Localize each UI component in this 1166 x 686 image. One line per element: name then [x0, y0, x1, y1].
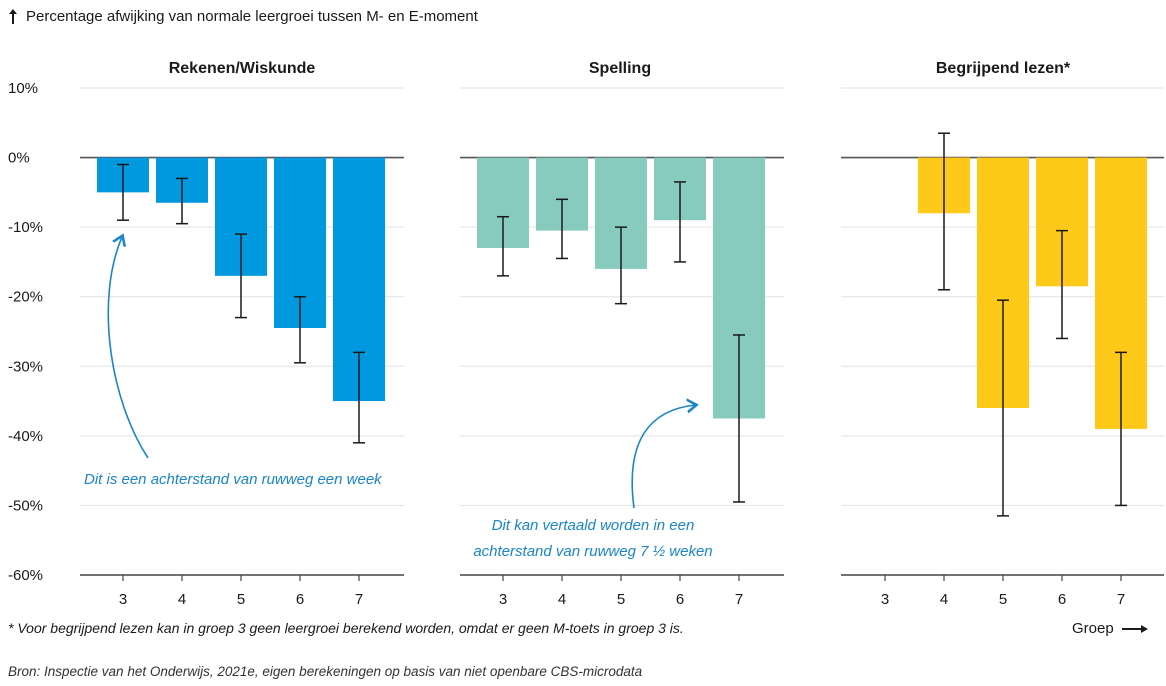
panel-title: Rekenen/Wiskunde — [169, 60, 316, 77]
y-tick-label: -60% — [8, 567, 43, 584]
x-tick-label: 6 — [676, 591, 684, 608]
x-tick-label: 7 — [735, 591, 743, 608]
arrow-right-icon — [1121, 624, 1148, 633]
y-tick-label: -50% — [8, 497, 43, 514]
y-axis-label-row: Percentage afwijking van normale leergro… — [8, 8, 478, 25]
y-axis-label: Percentage afwijking van normale leergro… — [26, 8, 478, 25]
x-tick-label: 5 — [237, 591, 245, 608]
x-tick-label: 3 — [119, 591, 127, 608]
x-tick-label: 4 — [940, 591, 948, 608]
annotation-rekenen: Dit is een achterstand van ruwweg een we… — [84, 471, 383, 488]
annotation-spelling-line1: Dit kan vertaald worden in een — [492, 517, 695, 534]
x-tick-label: 3 — [499, 591, 507, 608]
arrow-up-icon — [9, 8, 17, 24]
x-tick-label: 4 — [558, 591, 566, 608]
x-axis-title: Groep — [1072, 620, 1148, 637]
annotation-arrow-spelling — [631, 405, 695, 509]
y-tick-label: -40% — [8, 428, 43, 445]
panel-title: Spelling — [589, 60, 651, 77]
x-tick-label: 6 — [296, 591, 304, 608]
x-tick-label: 5 — [617, 591, 625, 608]
x-axis-label: Groep — [1072, 620, 1114, 637]
x-tick-label: 5 — [999, 591, 1007, 608]
source-note: Bron: Inspectie van het Onderwijs, 2021e… — [8, 664, 643, 679]
x-tick-label: 7 — [355, 591, 363, 608]
y-tick-label: -30% — [8, 358, 43, 375]
x-tick-label: 4 — [178, 591, 186, 608]
y-tick-label: -10% — [8, 219, 43, 236]
y-tick-label: -20% — [8, 289, 43, 306]
footnote: * Voor begrijpend lezen kan in groep 3 g… — [8, 620, 684, 636]
y-tick-label: 0% — [8, 150, 30, 167]
x-tick-label: 3 — [881, 591, 889, 608]
annotation-arrow-rekenen — [107, 237, 149, 459]
annotation-spelling-line2: achterstand van ruwweg 7 ½ weken — [473, 543, 712, 560]
x-tick-label: 7 — [1117, 591, 1125, 608]
panel-title: Begrijpend lezen* — [936, 60, 1071, 77]
y-tick-label: 10% — [8, 80, 38, 97]
x-tick-label: 6 — [1058, 591, 1066, 608]
